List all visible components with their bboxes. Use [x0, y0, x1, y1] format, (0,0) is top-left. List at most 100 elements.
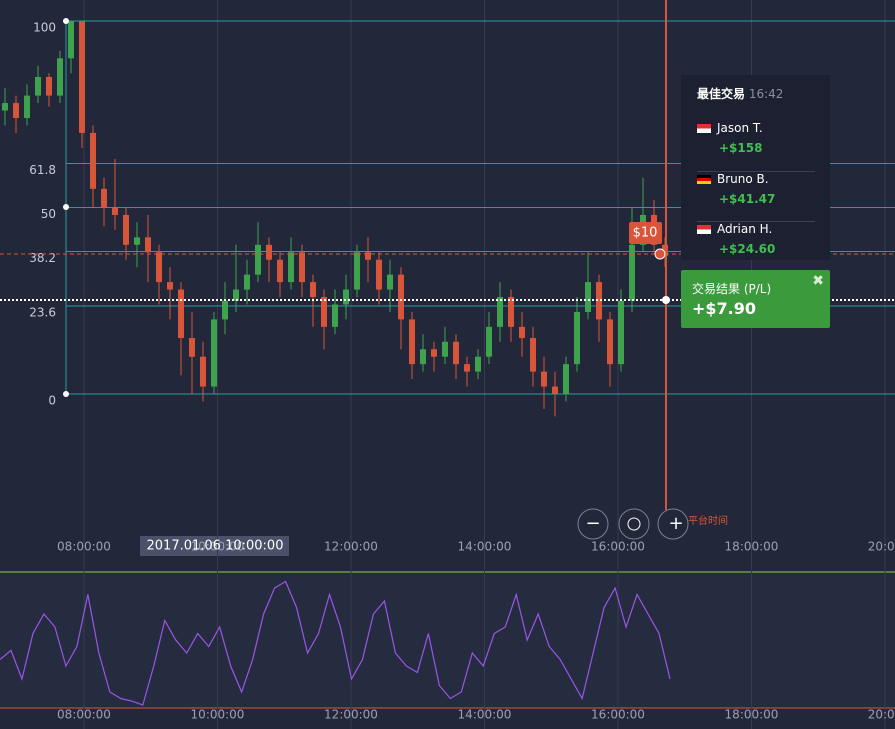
time-label: 08:00:00 — [57, 540, 111, 554]
candle-body — [35, 76, 41, 96]
candle-body — [475, 356, 481, 372]
trader: Bruno B. +$41.47 — [697, 171, 815, 206]
zoom-in-icon: + — [668, 513, 683, 534]
candle-body — [519, 326, 525, 339]
candle-body — [112, 207, 118, 215]
zoom-in[interactable] — [657, 508, 689, 540]
candle-body — [596, 282, 602, 320]
time-label: 14:00:00 — [458, 540, 512, 554]
amount-tag — [629, 222, 662, 244]
candle-body — [541, 371, 547, 387]
candle-body — [178, 289, 184, 339]
fib-label: 23.6 — [29, 305, 56, 319]
candle-body — [266, 244, 272, 260]
cursor-date: 2017.01.06 10:00:00 — [147, 539, 284, 554]
fib-label: 100 — [33, 21, 56, 35]
oscillator-line — [0, 580, 671, 706]
candle-body — [123, 214, 129, 245]
best-trades-title: 最佳交易 — [697, 87, 746, 101]
time-label: 16:00:00 — [591, 540, 645, 554]
candle-body — [585, 282, 591, 312]
zoom-out-icon: − — [585, 513, 600, 534]
candle-body — [156, 252, 162, 283]
best-trades-time: 16:42 — [748, 87, 784, 101]
candle-body — [354, 252, 360, 290]
time-label: 20:00 — [868, 708, 895, 722]
fib-label: 38.2 — [29, 251, 56, 265]
fib-handle — [63, 204, 69, 210]
time-label: 16:00:00 — [591, 708, 645, 722]
time-label: 08:00:00 — [57, 708, 111, 722]
trade-point — [654, 248, 666, 260]
candle-body — [233, 289, 239, 301]
candle-body — [200, 356, 206, 387]
trader: Jason T. +$158 — [697, 121, 815, 155]
candle-body — [398, 274, 404, 320]
candle-body — [387, 274, 393, 290]
fib-label: 61.8 — [29, 163, 56, 177]
cursor-date-box — [140, 536, 289, 556]
trader-name: Adrian H. — [717, 222, 773, 236]
trader-name: Jason T. — [717, 121, 763, 135]
fib-handle — [63, 18, 69, 24]
trade-result: 交易结果 (P/L) +$7.90 ✖ — [681, 270, 830, 328]
close-button[interactable]: ✖ — [812, 273, 824, 289]
best-trades-header: 最佳交易 16:42 — [697, 85, 783, 102]
time-label: 10:00:00 — [191, 540, 245, 554]
fib-label: 0 — [48, 394, 56, 408]
zoom-out[interactable] — [577, 508, 609, 540]
time-label: 10:00:00 — [191, 708, 245, 722]
candle-body — [277, 259, 283, 283]
candle-body — [563, 364, 569, 394]
candle-body — [552, 386, 558, 394]
time-label: 20:00 — [868, 540, 895, 554]
candle-body — [574, 311, 580, 365]
candle-body — [244, 274, 250, 290]
result-value: +$7.90 — [692, 299, 757, 318]
candle-body — [222, 300, 228, 320]
candle-body — [288, 252, 294, 283]
candle-body — [134, 237, 140, 245]
candle-body — [90, 132, 96, 189]
candle-body — [321, 297, 327, 327]
amount: $10 — [633, 226, 658, 241]
flag — [697, 225, 711, 234]
candle-body — [46, 76, 52, 96]
candle-body — [453, 341, 459, 365]
fib-handle — [63, 391, 69, 397]
candle-body — [508, 297, 514, 327]
time-label: 18:00:00 — [725, 540, 779, 554]
current-point — [662, 296, 670, 304]
candle-body — [145, 237, 151, 253]
candle-body — [79, 21, 85, 133]
trader-profit: +$158 — [719, 141, 763, 155]
indicator-panel — [0, 572, 895, 708]
trader-profit: +$24.60 — [719, 242, 776, 256]
candle-body — [24, 95, 30, 118]
candle-body — [629, 244, 635, 301]
center-icon — [627, 517, 641, 531]
center-button[interactable] — [618, 508, 650, 540]
candle-body — [101, 188, 107, 208]
candle-body — [310, 282, 316, 298]
candle-body — [332, 304, 338, 327]
candle-body — [618, 300, 624, 365]
candle-body — [464, 364, 470, 372]
time-label: 12:00:00 — [324, 708, 378, 722]
candle-body — [57, 58, 63, 96]
candle-body — [409, 319, 415, 365]
candle-body — [189, 338, 195, 357]
time-label: 12:00:00 — [324, 540, 378, 554]
best-trades: 最佳交易 16:42 Jason T. +$158 Bruno B. +$41.47… — [681, 75, 830, 260]
candle-body — [2, 103, 8, 111]
candle-body — [607, 319, 613, 365]
candle-body — [211, 319, 217, 387]
trader-profit: +$41.47 — [719, 192, 776, 206]
flag — [697, 124, 711, 133]
candle-body — [167, 282, 173, 290]
candle-body — [420, 349, 426, 365]
candle-body — [343, 289, 349, 305]
result-title: 交易结果 (P/L) — [692, 282, 772, 296]
fib-label: 50 — [41, 207, 56, 221]
